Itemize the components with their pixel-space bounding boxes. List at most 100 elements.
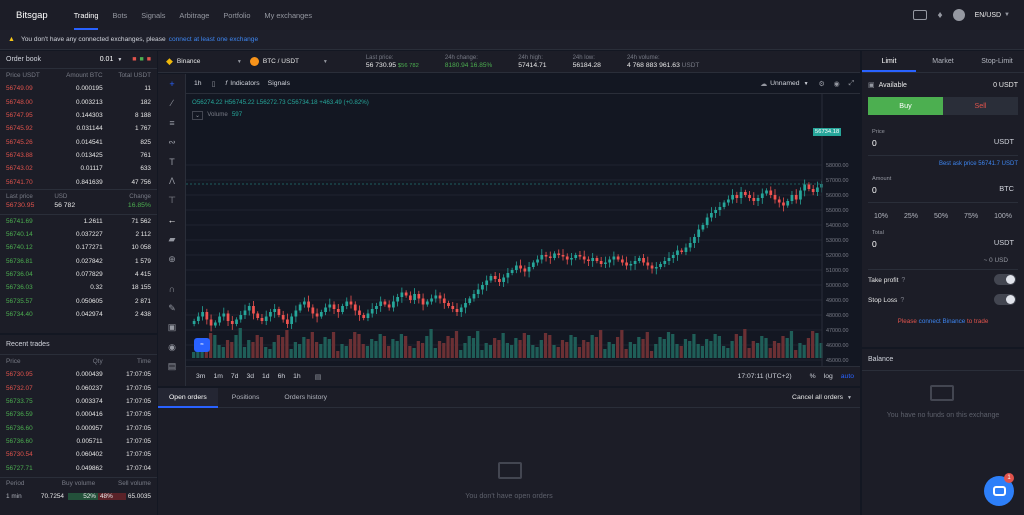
signals-button[interactable]: Signals — [267, 80, 290, 87]
cancel-all-orders-button[interactable]: Cancel all orders — [792, 394, 844, 401]
nav-portfolio[interactable]: Portfolio — [223, 10, 251, 20]
wallet-icon[interactable] — [913, 10, 928, 20]
percent-10[interactable]: 10% — [874, 213, 889, 220]
candle-type-icon[interactable]: ▯ — [211, 80, 216, 88]
bid-row[interactable]: 56736.04 0.077829 4 415 — [0, 268, 157, 281]
help-icon[interactable]: ? — [901, 276, 906, 284]
fullscreen-icon[interactable]: ⤢ — [848, 79, 854, 87]
exchange-select[interactable]: Binance — [176, 58, 201, 65]
connect-exchange-link[interactable]: connect at least one exchange — [168, 36, 259, 43]
book-view-bids-icon[interactable]: ■ — [139, 56, 144, 63]
tab-stop-limit[interactable]: Stop-Limit — [981, 58, 1013, 65]
help-icon[interactable]: ? — [900, 296, 905, 304]
total-input[interactable]: 0 — [872, 239, 877, 249]
nav-signals[interactable]: Signals — [141, 10, 166, 20]
trade-row[interactable]: 56727.71 0.049862 17:07:04 — [0, 461, 157, 474]
range-1m[interactable]: 1m — [213, 373, 223, 380]
sell-button[interactable]: Sell — [943, 97, 1018, 115]
back-arrow-icon[interactable]: ← — [167, 215, 177, 226]
layout-select[interactable]: Unnamed — [770, 80, 800, 87]
range-7d[interactable]: 7d — [230, 373, 239, 380]
date-range-icon[interactable]: ▤ — [314, 373, 322, 381]
total-field[interactable]: Total 0 USDT — [868, 226, 1018, 257]
nav-trading[interactable]: Trading — [73, 1, 99, 30]
camera-icon[interactable]: ◉ — [833, 80, 840, 88]
book-view-asks-icon[interactable]: ■ — [146, 56, 151, 63]
nav-my-exchanges[interactable]: My exchanges — [264, 10, 313, 20]
connect-binance-link[interactable]: connect Binance — [918, 318, 966, 325]
collapse-icon[interactable]: ⌄ — [192, 111, 204, 120]
range-1d[interactable]: 1d — [262, 373, 270, 380]
text-icon[interactable]: T — [169, 156, 175, 167]
ask-row[interactable]: 56745.26 0.014541 825 — [0, 135, 157, 148]
indicators-button[interactable]: Indicators — [230, 80, 260, 87]
ask-row[interactable]: 56743.88 0.013425 761 — [0, 149, 157, 162]
zoom-icon[interactable]: ⊕ — [168, 253, 176, 264]
crosshair-icon[interactable]: + — [169, 78, 175, 89]
pattern-icon[interactable]: Λ — [168, 176, 175, 187]
interval-select[interactable]: 1h — [194, 80, 202, 87]
ruler-icon[interactable]: ▰ — [168, 234, 176, 245]
trade-row[interactable]: 56736.60 0.000957 17:07:05 — [0, 421, 157, 434]
settings-gear-icon[interactable]: ⚙ — [818, 80, 825, 88]
log-toggle[interactable]: log — [823, 373, 833, 380]
trade-row[interactable]: 56736.60 0.005711 17:07:05 — [0, 435, 157, 448]
bid-row[interactable]: 56740.12 0.177271 10 058 — [0, 241, 157, 254]
bid-row[interactable]: 56736.81 0.027842 1 579 — [0, 255, 157, 268]
logo[interactable]: Bitsgap — [16, 9, 48, 21]
cloud-icon[interactable]: ☁ — [760, 80, 768, 88]
pair-select[interactable]: BTC / USDT — [262, 58, 299, 65]
trade-row[interactable]: 56732.07 0.060237 17:07:05 — [0, 382, 157, 395]
percent-toggle[interactable]: % — [809, 373, 816, 380]
range-3d[interactable]: 3d — [246, 373, 255, 380]
tab-orders-history[interactable]: Orders history — [284, 393, 328, 401]
trend-line-icon[interactable]: ∕ — [171, 98, 173, 109]
trash-icon[interactable]: ▤ — [167, 361, 177, 372]
price-chart[interactable]: 58000.00 57000.00 56000.00 55000.00 54000.00… — [186, 94, 860, 386]
ask-row[interactable]: 56749.09 0.000195 11 — [0, 82, 157, 95]
percent-25[interactable]: 25% — [904, 213, 919, 220]
percent-75[interactable]: 75% — [964, 213, 979, 220]
auto-toggle[interactable]: auto — [840, 373, 854, 380]
amount-input[interactable]: 0 — [872, 185, 877, 195]
ask-row[interactable]: 56741.70 0.841639 47 756 — [0, 175, 157, 188]
clock-time[interactable]: 17:07:11 (UTC+2) — [737, 373, 792, 380]
ask-row[interactable]: 56748.00 0.003213 182 — [0, 96, 157, 109]
bell-icon[interactable]: ♦ — [937, 9, 943, 21]
lock-icon[interactable]: ▣ — [167, 322, 177, 333]
price-input[interactable]: 0 — [872, 138, 877, 148]
bid-row[interactable]: 56734.40 0.042974 2 438 — [0, 308, 157, 321]
nav-arbitrage[interactable]: Arbitrage — [179, 10, 210, 20]
precision-select[interactable]: 0.01 — [99, 56, 114, 63]
take-profit-toggle[interactable] — [994, 274, 1016, 285]
tab-market[interactable]: Market — [932, 58, 954, 65]
trade-row[interactable]: 56730.95 0.000439 17:07:05 — [0, 368, 157, 381]
trade-row[interactable]: 56733.75 0.003374 17:07:05 — [0, 395, 157, 408]
magnet-icon[interactable]: ∩ — [168, 283, 176, 294]
language-currency-select[interactable]: EN/USD — [974, 11, 1002, 19]
tab-limit[interactable]: Limit — [862, 51, 916, 72]
account-icon[interactable] — [952, 9, 965, 21]
range-6h[interactable]: 6h — [277, 373, 286, 380]
bid-row[interactable]: 56736.03 0.32 18 155 — [0, 281, 157, 294]
bid-row[interactable]: 56741.69 1.2611 71 562 — [0, 215, 157, 228]
ask-row[interactable]: 56743.02 0.01117 633 — [0, 162, 157, 175]
ask-row[interactable]: 56747.95 0.144303 8 188 — [0, 109, 157, 122]
brush-icon[interactable]: ∾ — [168, 136, 176, 147]
lock-drawings-icon[interactable]: ✎ — [168, 302, 176, 313]
amount-field[interactable]: Amount 0 BTC — [868, 172, 1018, 203]
range-1h[interactable]: 1h — [293, 373, 301, 380]
buy-button[interactable]: Buy — [868, 97, 943, 115]
bid-row[interactable]: 56740.14 0.037227 2 112 — [0, 228, 157, 241]
best-ask-link[interactable]: Best ask price 56741.7 USDT — [938, 161, 1018, 167]
ask-row[interactable]: 56745.92 0.031144 1 767 — [0, 122, 157, 135]
prediction-icon[interactable]: ⊤ — [168, 195, 176, 206]
tab-positions[interactable]: Positions — [231, 393, 260, 401]
trade-row[interactable]: 56736.59 0.000416 17:07:05 — [0, 408, 157, 421]
eye-icon[interactable]: ◉ — [168, 341, 176, 352]
price-field[interactable]: Price 0 USDT — [868, 125, 1018, 156]
trade-row[interactable]: 56730.54 0.060402 17:07:05 — [0, 448, 157, 461]
nav-bots[interactable]: Bots — [112, 10, 128, 20]
book-view-both-icon[interactable]: ■ — [132, 56, 137, 63]
percent-50[interactable]: 50% — [934, 213, 949, 220]
